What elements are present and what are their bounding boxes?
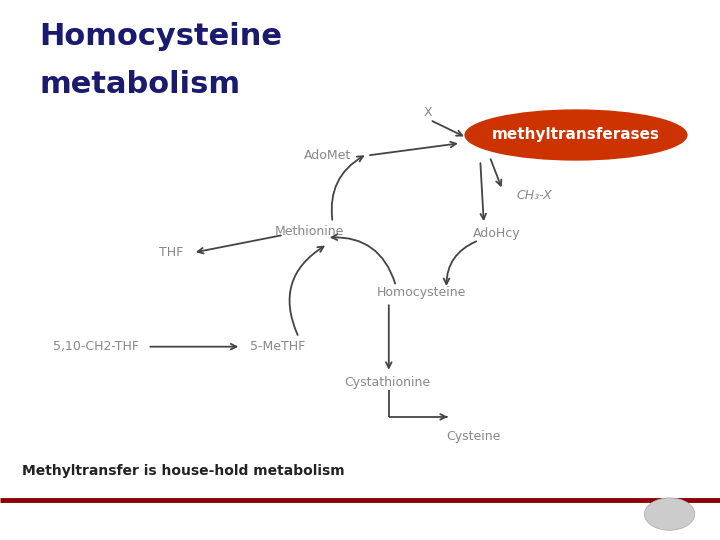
Text: AdoMet: AdoMet <box>304 149 351 162</box>
Text: Methionine: Methionine <box>275 225 344 238</box>
Text: Cysteine: Cysteine <box>446 430 501 443</box>
Text: metabolism: metabolism <box>40 70 240 99</box>
Text: AdoHcy: AdoHcy <box>473 227 521 240</box>
Text: THF: THF <box>159 246 184 259</box>
Ellipse shape <box>464 109 688 160</box>
Text: 5-MeTHF: 5-MeTHF <box>250 340 305 353</box>
Text: Homocysteine: Homocysteine <box>40 22 283 51</box>
Text: methyltransferases: methyltransferases <box>492 127 660 143</box>
Text: Cystathionine: Cystathionine <box>344 376 431 389</box>
Text: 5,10-CH2-THF: 5,10-CH2-THF <box>53 340 139 353</box>
Text: Methyltransfer is house-hold metabolism: Methyltransfer is house-hold metabolism <box>22 464 344 478</box>
Text: CH₃-X: CH₃-X <box>517 189 553 202</box>
Text: Homocysteine: Homocysteine <box>377 286 466 299</box>
Text: X: X <box>424 106 433 119</box>
Ellipse shape <box>644 498 695 530</box>
